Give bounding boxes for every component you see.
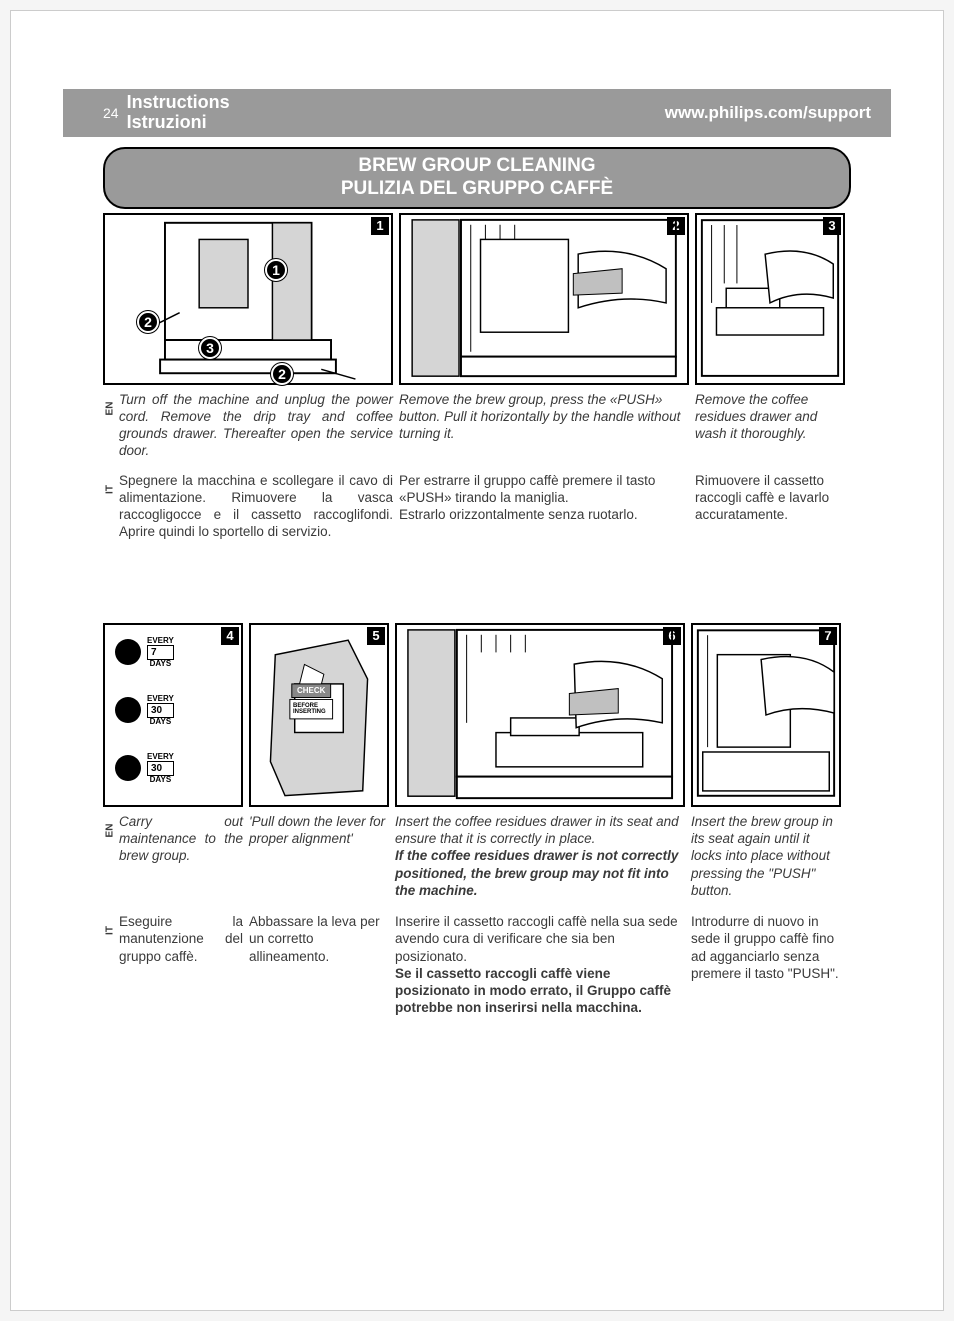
section-title-en: BREW GROUP CLEANING	[105, 155, 849, 178]
every-label: EVERY	[147, 753, 174, 761]
figure-row-1: 1 1 2 3 2 2	[103, 213, 851, 385]
maintenance-30days-b: EVERY 30 DAYS	[115, 753, 174, 784]
step3-en: Remove the coffee residues drawer and wa…	[695, 392, 817, 442]
step4-en-col: EN Carry out maintenance to the brew gro…	[103, 813, 243, 899]
step7-en-col: Insert the brew group in its seat again …	[691, 813, 841, 899]
text-row-1-en: EN Turn off the machine and unplug the p…	[103, 391, 851, 462]
maintenance-30days-a: EVERY 30 DAYS	[115, 695, 174, 726]
figure-1-illustration	[105, 215, 391, 383]
step6-it-warn: Se il cassetto raccogli caffè viene posi…	[395, 966, 671, 1016]
step2-it: Per estrarre il gruppo caffè premere il …	[399, 473, 655, 523]
lube-icon	[115, 755, 141, 781]
step4-it: Eseguire la manutenzione del gruppo caff…	[119, 913, 243, 965]
step6-it-col: Inserire il cassetto raccogli caffè nell…	[395, 913, 685, 1017]
step3-it-col: Rimuovere il cassetto raccogli caffè e l…	[695, 472, 845, 543]
every-label: EVERY	[147, 637, 174, 645]
header-left: 24 Instructions Istruzioni	[63, 93, 230, 133]
step6-it: Inserire il cassetto raccogli caffè nell…	[395, 914, 678, 964]
step4-en: Carry out maintenance to the brew group.	[119, 813, 243, 865]
manual-page: 24 Instructions Istruzioni www.philips.c…	[10, 10, 944, 1311]
figure-number: 4	[221, 627, 239, 645]
figure-row-2: 4 EVERY 7 DAYS EVERY 30 DAYS	[103, 623, 851, 807]
step5-en-col: 'Pull down the lever for proper alignmen…	[249, 813, 389, 899]
step2-en-col: Remove the brew group, press the «PUSH» …	[399, 391, 689, 462]
before-inserting-label: BEFORE INSERTING	[293, 703, 326, 715]
lang-tag-it: IT	[105, 924, 116, 938]
step7-en: Insert the brew group in its seat again …	[691, 814, 833, 898]
figure-6-illustration	[397, 625, 683, 805]
step1-it-col: IT Spegnere la macchina e scollegare il …	[103, 472, 393, 543]
step5-it-col: Abbassare la leva per un corretto alline…	[249, 913, 389, 1017]
step5-it: Abbassare la leva per un corretto alline…	[249, 914, 380, 964]
step1-en: Turn off the machine and unplug the powe…	[119, 391, 393, 460]
section-title: BREW GROUP CLEANING PULIZIA DEL GRUPPO C…	[103, 147, 851, 209]
step2-it-col: Per estrarre il gruppo caffè premere il …	[399, 472, 689, 543]
step6-en: Insert the coffee residues drawer in its…	[395, 814, 679, 846]
figure-7-illustration	[693, 625, 839, 805]
support-url: www.philips.com/support	[665, 103, 871, 123]
callout-1: 1	[265, 259, 287, 281]
header-bar: 24 Instructions Istruzioni www.philips.c…	[63, 89, 891, 137]
every-value: 7	[147, 645, 174, 660]
section-title-wrap: BREW GROUP CLEANING PULIZIA DEL GRUPPO C…	[103, 147, 851, 209]
step7-it-col: Introdurre di nuovo in sede il gruppo ca…	[691, 913, 841, 1017]
figure-4: 4 EVERY 7 DAYS EVERY 30 DAYS	[103, 623, 243, 807]
step3-it: Rimuovere il cassetto raccogli caffè e l…	[695, 473, 829, 523]
lang-tag-it: IT	[105, 482, 116, 496]
figure-3-illustration	[697, 215, 843, 383]
every-sub: DAYS	[147, 776, 174, 784]
figure-7: 7	[691, 623, 841, 807]
step3-en-col: Remove the coffee residues drawer and wa…	[695, 391, 845, 462]
maintenance-7days: EVERY 7 DAYS	[115, 637, 174, 668]
faucet-icon	[115, 639, 141, 665]
grease-icon	[115, 697, 141, 723]
step6-en-warn: If the coffee residues drawer is not cor…	[395, 848, 678, 898]
every-value: 30	[147, 761, 174, 776]
step6-en-col: Insert the coffee residues drawer in its…	[395, 813, 685, 899]
every-sub: DAYS	[147, 718, 174, 726]
header-title-en: Instructions	[127, 93, 230, 113]
text-row-2-it: IT Eseguire la manutenzione del gruppo c…	[103, 913, 851, 1017]
header-titles: Instructions Istruzioni	[127, 93, 230, 133]
callout-2a: 2	[137, 311, 159, 333]
callout-3: 3	[199, 337, 221, 359]
figure-3: 3	[695, 213, 845, 385]
figure-6: 6	[395, 623, 685, 807]
every-label: EVERY	[147, 695, 174, 703]
page-number: 24	[103, 105, 119, 121]
step5-en: 'Pull down the lever for proper alignmen…	[249, 814, 385, 846]
callout-2b: 2	[271, 363, 293, 385]
every-value: 30	[147, 703, 174, 718]
figure-5-illustration	[251, 625, 387, 805]
figure-1: 1 1 2 3 2	[103, 213, 393, 385]
step1-it: Spegnere la macchina e scollegare il cav…	[119, 472, 393, 541]
figure-5: 5 CHECK BEFORE INSERTING	[249, 623, 389, 807]
text-row-2-en: EN Carry out maintenance to the brew gro…	[103, 813, 851, 899]
step4-it-col: IT Eseguire la manutenzione del gruppo c…	[103, 913, 243, 1017]
lang-tag-en: EN	[105, 401, 116, 415]
step2-en: Remove the brew group, press the «PUSH» …	[399, 392, 680, 442]
every-sub: DAYS	[147, 660, 174, 668]
check-label: CHECK	[295, 685, 327, 696]
figure-2-illustration	[401, 215, 687, 383]
step7-it: Introdurre di nuovo in sede il gruppo ca…	[691, 914, 839, 981]
section-title-it: PULIZIA DEL GRUPPO CAFFÈ	[105, 178, 849, 201]
lang-tag-en: EN	[105, 823, 116, 837]
header-title-it: Istruzioni	[127, 113, 230, 133]
step1-en-col: EN Turn off the machine and unplug the p…	[103, 391, 393, 462]
figure-2: 2	[399, 213, 689, 385]
text-row-1-it: IT Spegnere la macchina e scollegare il …	[103, 472, 851, 543]
